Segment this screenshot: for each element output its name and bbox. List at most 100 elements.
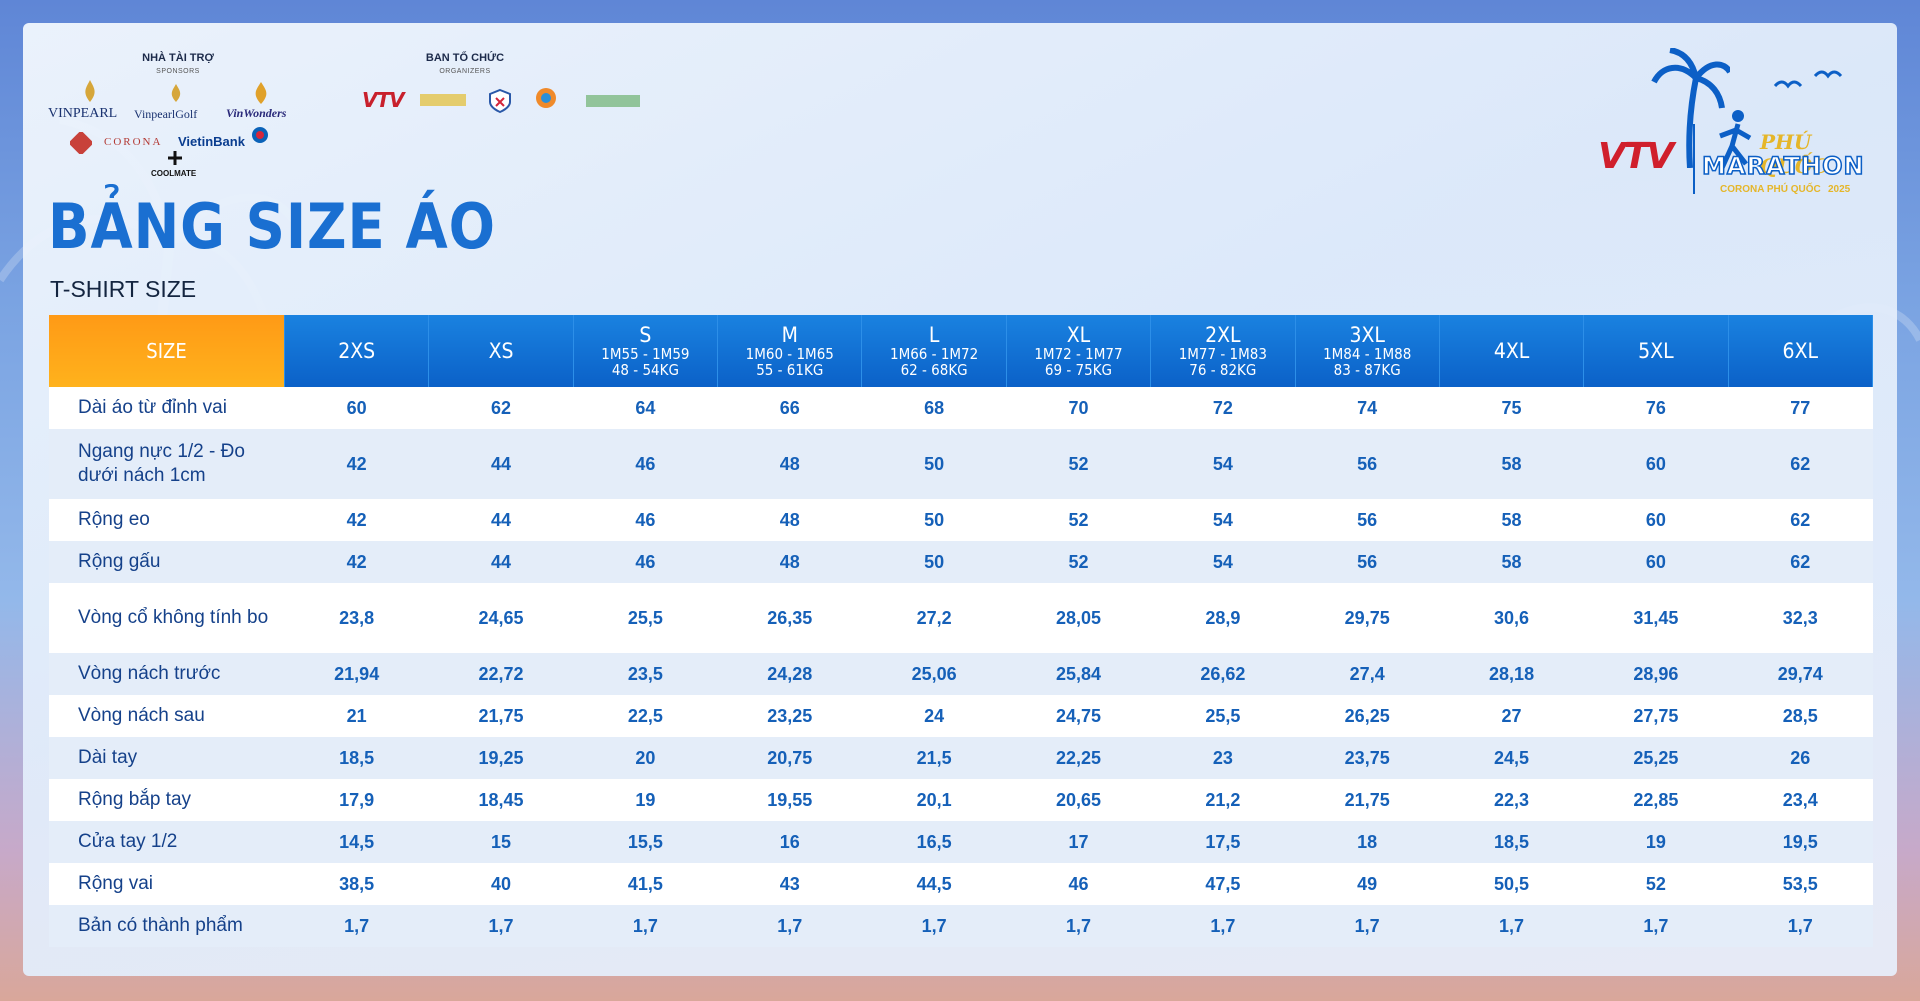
- table-row: Rộng gấu 42 44 46 48 50 52 54 56 58 60 62: [49, 541, 1873, 583]
- measurement-value: 21,94: [284, 653, 429, 695]
- measurement-value: 24,75: [1006, 695, 1151, 737]
- measurement-value: 20,75: [717, 737, 862, 779]
- page-title: BẢNG SIZE ÁO: [48, 190, 496, 263]
- measurement-value: 31,45: [1583, 583, 1729, 653]
- measurement-value: 47,5: [1150, 863, 1296, 905]
- measurement-value: 28,05: [1006, 583, 1151, 653]
- measurement-value: 52: [1006, 499, 1151, 541]
- measurement-value: 50: [861, 429, 1007, 499]
- measurement-value: 20: [573, 737, 718, 779]
- measurement-value: 20,65: [1006, 779, 1151, 821]
- measurement-value: 28,5: [1728, 695, 1873, 737]
- size-col-name: XS: [488, 338, 514, 363]
- measurement-value: 28,18: [1439, 653, 1584, 695]
- measurement-label: Dài áo từ đỉnh vai: [49, 387, 285, 429]
- measurement-value: 1,7: [1150, 905, 1296, 947]
- event-logo-line3: CORONA PHÚ QUỐC: [1720, 184, 1821, 195]
- measurement-label: Rộng gấu: [49, 541, 285, 583]
- measurement-value: 14,5: [284, 821, 429, 863]
- measurement-value: 24,5: [1439, 737, 1584, 779]
- measurement-value: 20,1: [861, 779, 1007, 821]
- size-col-weight: 48 - 54KG: [611, 360, 679, 379]
- measurement-value: 75: [1439, 387, 1584, 429]
- measurement-value: 32,3: [1728, 583, 1873, 653]
- measurement-value: 41,5: [573, 863, 718, 905]
- size-col-s: S 1M55 - 1M59 48 - 54KG: [573, 315, 719, 387]
- measurement-value: 77: [1728, 387, 1873, 429]
- size-col-2xs: 2XS: [284, 315, 430, 387]
- measurement-value: 48: [717, 499, 862, 541]
- measurement-value: 19: [573, 779, 718, 821]
- sponsors-subheading: SPONSORS: [156, 68, 200, 75]
- measurement-value: 58: [1439, 541, 1584, 583]
- measurement-value: 62: [1728, 429, 1873, 499]
- event-logo-year: 2025: [1828, 184, 1851, 195]
- size-col-5xl: 5XL: [1583, 315, 1729, 387]
- size-col-weight: 83 - 87KG: [1333, 360, 1401, 379]
- sponsors-heading: NHÀ TÀI TRỢ: [142, 52, 214, 64]
- measurement-value: 1,7: [1583, 905, 1729, 947]
- size-col-name: L: [928, 322, 940, 347]
- measurement-value: 24,65: [428, 583, 574, 653]
- palm-tree-icon: [1651, 48, 1730, 168]
- measurement-value: 1,7: [1728, 905, 1873, 947]
- event-logo-divider: [1693, 124, 1695, 194]
- size-col-name: 5XL: [1638, 338, 1674, 363]
- measurement-value: 19,55: [717, 779, 862, 821]
- measurement-value: 21,75: [1295, 779, 1440, 821]
- size-col-2xl: 2XL 1M77 - 1M83 76 - 82KG: [1150, 315, 1296, 387]
- measurement-value: 53,5: [1728, 863, 1873, 905]
- measurement-value: 25,25: [1583, 737, 1729, 779]
- measurement-value: 1,7: [428, 905, 574, 947]
- measurement-value: 16,5: [861, 821, 1007, 863]
- size-col-name: S: [639, 322, 652, 347]
- measurement-value: 21: [284, 695, 429, 737]
- size-table-body: Dài áo từ đỉnh vai 60 62 64 66 68 70 72 74 75 76 77…: [49, 387, 1873, 947]
- table-row: Rộng eo 42 44 46 48 50 52 54 56 58 60 62: [49, 499, 1873, 541]
- measurement-value: 27,2: [861, 583, 1007, 653]
- measurement-value: 1,7: [573, 905, 718, 947]
- measurement-value: 19,5: [1728, 821, 1873, 863]
- measurement-value: 42: [284, 499, 429, 541]
- measurement-value: 16: [717, 821, 862, 863]
- size-column-header: SIZE: [49, 315, 285, 387]
- measurement-value: 18,5: [1439, 821, 1584, 863]
- measurement-value: 1,7: [717, 905, 862, 947]
- measurement-value: 62: [428, 387, 574, 429]
- table-row: Cửa tay 1/2 14,5 15 15,5 16 16,5 17 17,5 18 18,5 1…: [49, 821, 1873, 863]
- measurement-value: 29,75: [1295, 583, 1440, 653]
- measurement-value: 54: [1150, 499, 1296, 541]
- measurement-value: 22,3: [1439, 779, 1584, 821]
- size-col-name: XL: [1066, 322, 1091, 347]
- measurement-value: 70: [1006, 387, 1151, 429]
- measurement-value: 60: [1583, 429, 1729, 499]
- measurement-label: Dài tay: [49, 737, 285, 779]
- measurement-value: 1,7: [1295, 905, 1440, 947]
- size-col-name: 2XS: [338, 338, 376, 363]
- vinwonders-logo: VinWonders: [226, 106, 287, 120]
- measurement-value: 1,7: [1006, 905, 1151, 947]
- page-subtitle: T-SHIRT SIZE: [50, 276, 197, 302]
- corona-logo-icon: [70, 132, 92, 154]
- measurement-label: Vòng nách sau: [49, 695, 285, 737]
- measurement-value: 25,5: [1150, 695, 1296, 737]
- size-header-row: SIZE 2XS XS S 1M55 - 1M59 48 - 54KG M 1M…: [49, 315, 1874, 387]
- measurement-value: 38,5: [284, 863, 429, 905]
- vietinbank-logo: VietinBank: [178, 134, 245, 149]
- measurement-value: 17,5: [1150, 821, 1296, 863]
- measurement-value: 42: [284, 541, 429, 583]
- table-row: Vòng cổ không tính bo 23,8 24,65 25,5 26,35 2…: [49, 583, 1873, 653]
- measurement-value: 22,5: [573, 695, 718, 737]
- measurement-value: 29,74: [1728, 653, 1873, 695]
- organizer-vtv-logo: VTV: [362, 88, 405, 112]
- measurement-label: Rộng bắp tay: [49, 779, 285, 821]
- size-col-height: 1M60 - 1M65: [745, 344, 834, 363]
- measurement-value: 48: [717, 541, 862, 583]
- measurement-value: 62: [1728, 499, 1873, 541]
- measurement-value: 26,25: [1295, 695, 1440, 737]
- coolmate-logo: COOLMATE: [151, 169, 197, 178]
- measurement-value: 22,72: [428, 653, 574, 695]
- corona-logo: CORONA: [104, 136, 163, 148]
- table-row: Dài tay 18,5 19,25 20 20,75 21,5 22,25 23 23,75 2…: [49, 737, 1873, 779]
- table-row: Bản có thành phẩm 1,7 1,7 1,7 1,7 1,7 1,7 1,7 1,…: [49, 905, 1873, 947]
